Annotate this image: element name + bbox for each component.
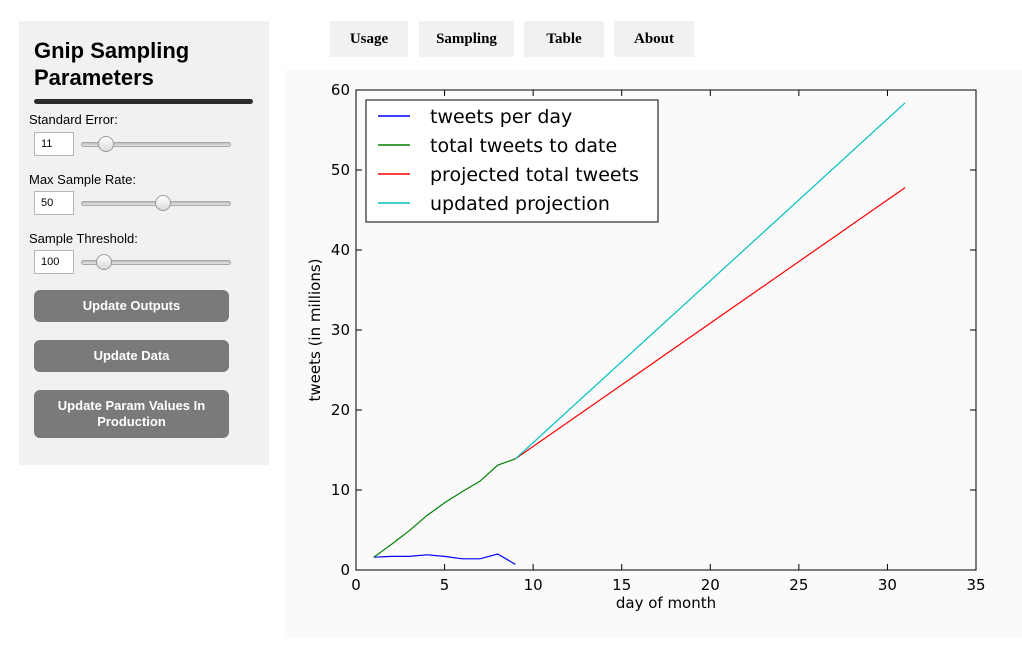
title-divider — [34, 99, 253, 104]
x-tick-label: 25 — [789, 576, 808, 594]
max-sample-rate-label: Max Sample Rate: — [29, 172, 136, 187]
x-tick-label: 0 — [351, 576, 361, 594]
x-tick-label: 15 — [612, 576, 631, 594]
y-tick-label: 60 — [331, 81, 350, 99]
standard-error-input[interactable] — [34, 132, 74, 156]
series-line-3 — [515, 102, 906, 460]
legend-entry: projected total tweets — [430, 164, 639, 186]
usage-chart: 0 5 10 15 20 25 30 35 0 10 20 30 40 50 60 day of month… — [306, 81, 986, 612]
slider-track — [81, 260, 231, 265]
slider-handle[interactable] — [98, 136, 115, 152]
slider-handle[interactable] — [154, 195, 171, 211]
tab-usage[interactable]: Usage — [330, 21, 408, 57]
y-tick-label: 30 — [331, 321, 350, 339]
y-tick-label: 50 — [331, 161, 350, 179]
slider-track — [81, 142, 231, 147]
x-tick-label: 30 — [878, 576, 897, 594]
tab-sampling[interactable]: Sampling — [419, 21, 514, 57]
y-tick-label: 10 — [331, 481, 350, 499]
standard-error-slider[interactable] — [81, 134, 231, 154]
y-tick-label: 0 — [340, 561, 350, 579]
legend-box — [365, 99, 659, 223]
legend-entry: tweets per day — [430, 106, 572, 128]
x-tick-label: 10 — [524, 576, 543, 594]
series-line-2 — [515, 187, 906, 460]
y-axis-label: tweets (in millions) — [306, 259, 324, 402]
legend-entry: total tweets to date — [430, 135, 617, 157]
sample-threshold-slider[interactable] — [81, 252, 231, 272]
sample-threshold-input[interactable] — [34, 250, 74, 274]
x-axis-label: day of month — [616, 594, 716, 612]
standard-error-label: Standard Error: — [29, 112, 118, 127]
tab-about[interactable]: About — [614, 21, 694, 57]
update-production-button[interactable]: Update Param Values In Production — [34, 390, 229, 438]
x-tick-label: 5 — [440, 576, 450, 594]
series-line-1 — [373, 458, 516, 558]
legend-entry: updated projection — [430, 193, 610, 215]
parameters-panel: Gnip Sampling Parameters Standard Error:… — [19, 21, 269, 465]
update-outputs-button[interactable]: Update Outputs — [34, 290, 229, 322]
slider-handle[interactable] — [95, 254, 112, 270]
x-tick-label: 35 — [966, 576, 985, 594]
max-sample-rate-slider[interactable] — [81, 193, 231, 213]
panel-title: Gnip Sampling Parameters — [34, 38, 190, 90]
usage-plot-panel: 0 5 10 15 20 25 30 35 0 10 20 30 40 50 60 day of month… — [284, 70, 1022, 638]
x-tick-label: 20 — [701, 576, 720, 594]
sample-threshold-label: Sample Threshold: — [29, 231, 138, 246]
series-line-0 — [373, 553, 516, 565]
y-tick-label: 40 — [331, 241, 350, 259]
legend: tweets per day total tweets to date projec… — [365, 99, 659, 223]
tab-table[interactable]: Table — [524, 21, 604, 57]
max-sample-rate-input[interactable] — [34, 191, 74, 215]
update-data-button[interactable]: Update Data — [34, 340, 229, 372]
y-tick-label: 20 — [331, 401, 350, 419]
